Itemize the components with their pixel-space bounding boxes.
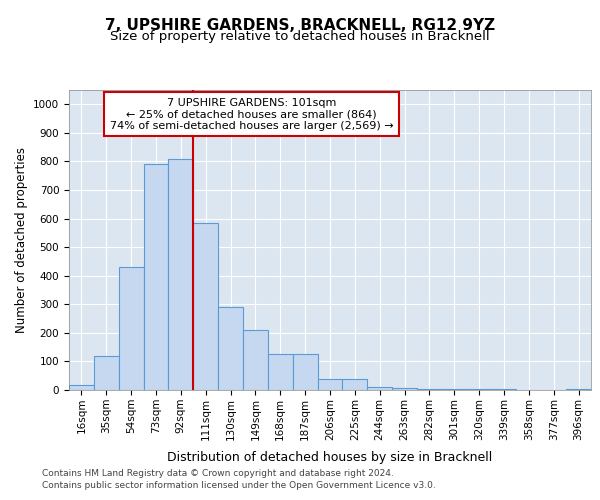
Bar <box>69 385 94 390</box>
Bar <box>467 389 491 390</box>
Text: 7, UPSHIRE GARDENS, BRACKNELL, RG12 9YZ: 7, UPSHIRE GARDENS, BRACKNELL, RG12 9YZ <box>105 18 495 32</box>
Bar <box>442 388 467 390</box>
Bar <box>566 388 591 390</box>
Bar <box>367 386 392 390</box>
Text: Contains public sector information licensed under the Open Government Licence v3: Contains public sector information licen… <box>42 481 436 490</box>
Bar <box>218 307 243 390</box>
Bar <box>193 223 218 390</box>
X-axis label: Distribution of detached houses by size in Bracknell: Distribution of detached houses by size … <box>167 451 493 464</box>
Y-axis label: Number of detached properties: Number of detached properties <box>14 147 28 333</box>
Bar <box>317 379 343 390</box>
Text: 7 UPSHIRE GARDENS: 101sqm
← 25% of detached houses are smaller (864)
74% of semi: 7 UPSHIRE GARDENS: 101sqm ← 25% of detac… <box>110 98 394 130</box>
Bar <box>94 356 119 390</box>
Bar <box>417 389 442 390</box>
Text: Contains HM Land Registry data © Crown copyright and database right 2024.: Contains HM Land Registry data © Crown c… <box>42 468 394 477</box>
Bar <box>119 267 143 390</box>
Bar <box>169 158 193 390</box>
Bar <box>392 388 417 390</box>
Bar <box>343 379 367 390</box>
Bar <box>268 354 293 390</box>
Bar <box>293 354 317 390</box>
Bar <box>143 164 169 390</box>
Bar <box>243 330 268 390</box>
Text: Size of property relative to detached houses in Bracknell: Size of property relative to detached ho… <box>110 30 490 43</box>
